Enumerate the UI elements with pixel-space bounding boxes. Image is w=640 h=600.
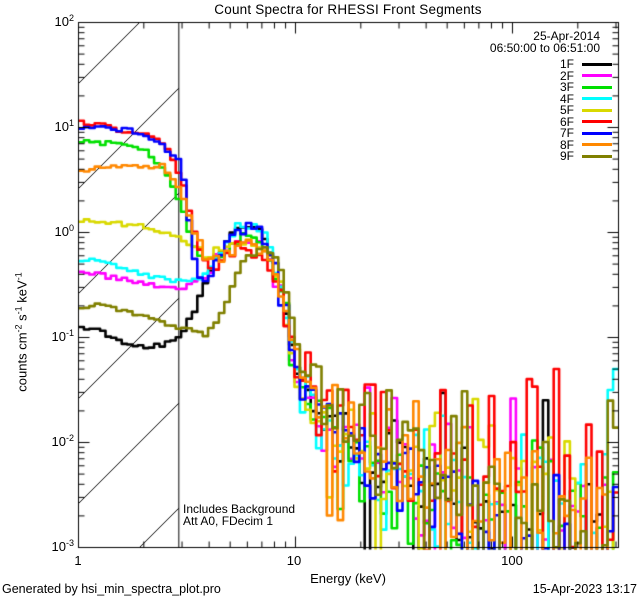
date-label: 25-Apr-2014 bbox=[533, 29, 600, 43]
footer-generated-by: Generated by hsi_min_spectra_plot.pro bbox=[2, 582, 221, 596]
legend-swatch-9f bbox=[582, 154, 612, 158]
legend-swatch-4f bbox=[582, 97, 612, 100]
note-attenuator: Att A0, FDecim 1 bbox=[183, 514, 274, 528]
legend-row-7f: 7F bbox=[430, 126, 612, 140]
legend-swatch-6f bbox=[582, 120, 612, 123]
legend-row-2f: 2F bbox=[430, 68, 612, 83]
ytick-1e1: 101 bbox=[54, 118, 74, 134]
ytick-1e-1: 10-1 bbox=[51, 328, 74, 344]
legend-label-9f: 9F bbox=[559, 149, 574, 163]
y-axis-label: counts cm-2 s-1 keV-1 bbox=[13, 272, 30, 392]
time-range-label: 06:50:00 to 06:51:00 bbox=[489, 41, 600, 55]
note-includes-background: Includes Background bbox=[183, 502, 296, 516]
ytick-1e0: 100 bbox=[54, 223, 74, 239]
legend-label-7f: 7F bbox=[559, 126, 574, 140]
legend-row-3f: 3F bbox=[430, 80, 612, 94]
ytick-1e-3: 10-3 bbox=[51, 538, 74, 554]
legend-row-5f: 5F bbox=[430, 103, 612, 117]
legend-swatch-1f bbox=[582, 62, 612, 66]
legend-swatch-2f bbox=[582, 74, 612, 77]
chart-title: Count Spectra for RHESSI Front Segments bbox=[214, 2, 482, 17]
legend-label-5f: 5F bbox=[559, 103, 574, 117]
legend-row-8f: 8F bbox=[430, 137, 612, 152]
legend-swatch-5f bbox=[582, 108, 612, 112]
x-axis-label: Energy (keV) bbox=[310, 571, 386, 586]
legend-row-4f: 4F bbox=[430, 91, 612, 106]
legend-row-1f: 1F bbox=[430, 57, 612, 71]
ytick-1e2: 102 bbox=[54, 13, 74, 29]
legend-label-2f: 2F bbox=[559, 68, 574, 83]
legend-label-1f: 1F bbox=[559, 57, 574, 71]
xtick-100: 100 bbox=[501, 553, 523, 568]
legend-swatch-3f bbox=[582, 85, 612, 89]
legend-swatch-7f bbox=[582, 131, 612, 135]
legend-swatch-8f bbox=[582, 143, 612, 146]
legend-label-3f: 3F bbox=[559, 80, 574, 94]
ytick-1e-2: 10-2 bbox=[51, 433, 74, 449]
xtick-10: 10 bbox=[286, 553, 302, 568]
footer-timestamp: 15-Apr-2023 13:17 bbox=[532, 582, 637, 596]
legend-row-6f: 6F bbox=[430, 114, 612, 129]
legend-label-4f: 4F bbox=[559, 91, 574, 106]
legend-label-8f: 8F bbox=[559, 137, 574, 152]
xtick-1: 1 bbox=[74, 553, 82, 568]
legend-label-6f: 6F bbox=[559, 114, 574, 129]
legend-row-9f: 9F bbox=[430, 149, 612, 163]
